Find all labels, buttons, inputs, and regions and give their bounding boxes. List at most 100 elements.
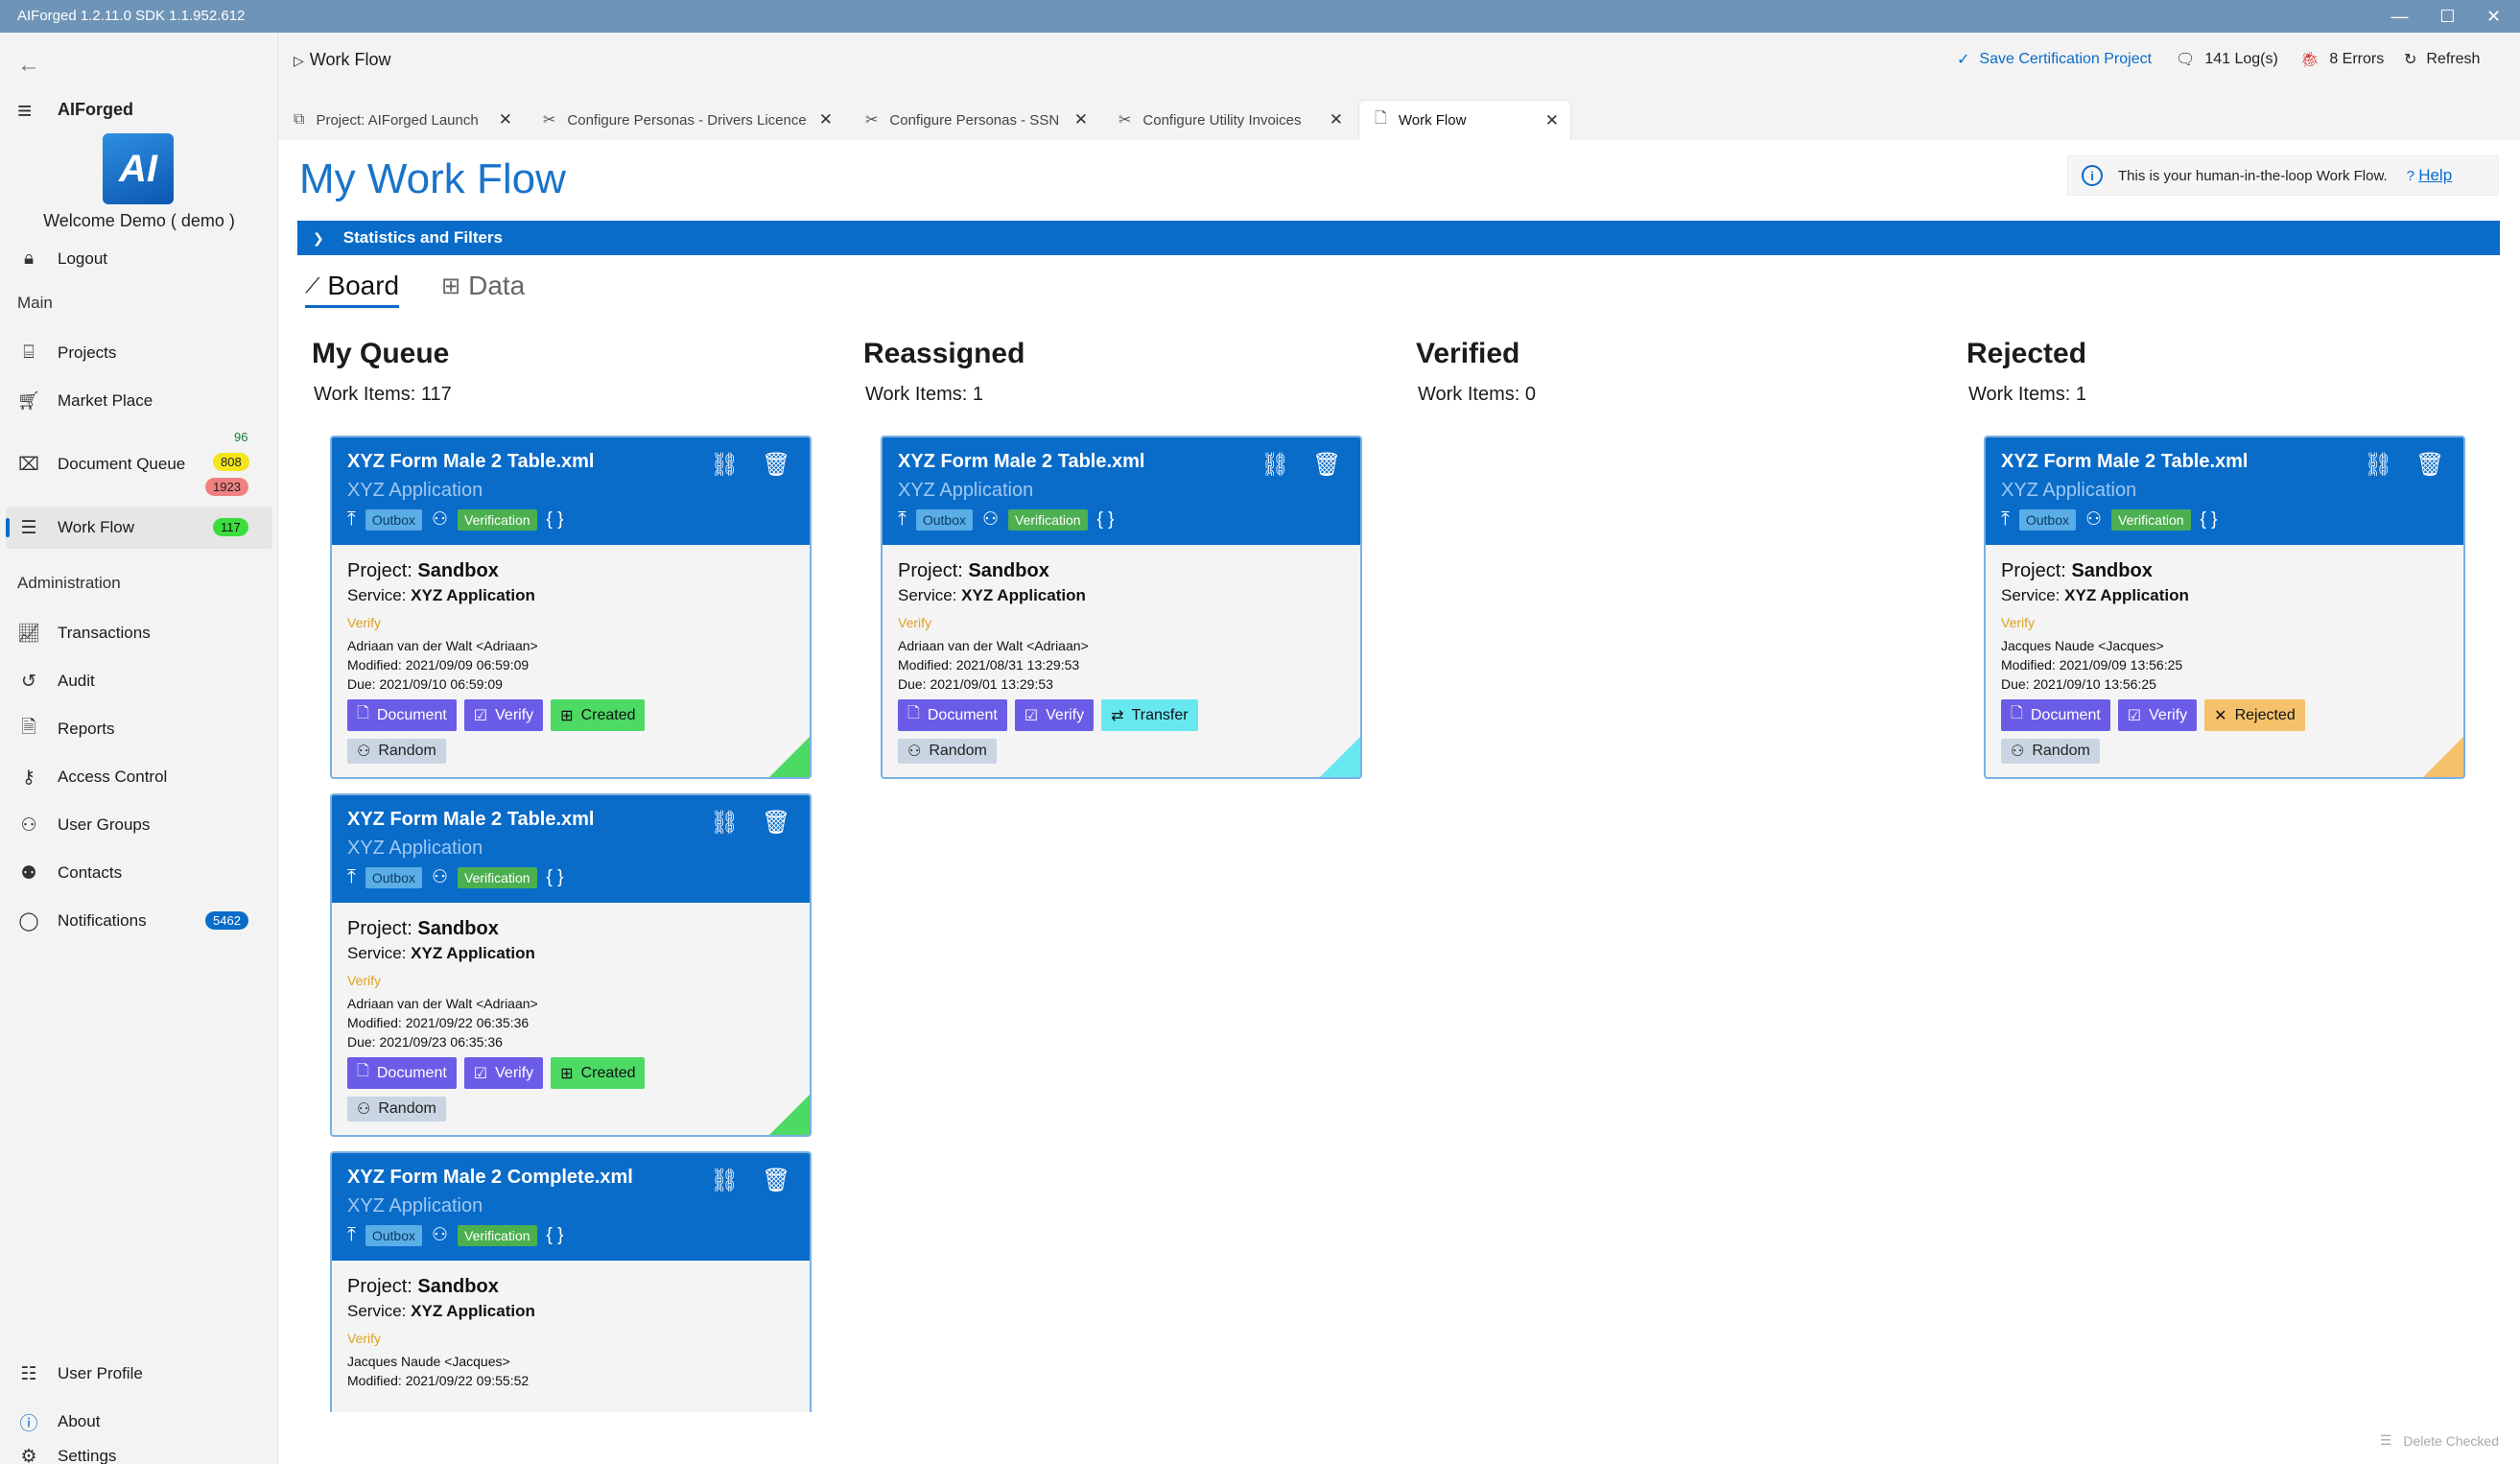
work-item-card[interactable]: XYZ Form Male 2 Table.xml XYZ Applicatio… (330, 436, 812, 779)
close-icon[interactable]: ✕ (498, 110, 512, 129)
link-icon[interactable]: ⛓ (710, 452, 740, 478)
tab-ssn[interactable]: ✂ Configure Personas - SSN ✕ (850, 100, 1099, 140)
card-service: Service: XYZ Application (347, 944, 798, 963)
link-icon[interactable]: ⛓ (710, 810, 740, 836)
help-link[interactable]: ? Help (2406, 166, 2453, 184)
hamburger-menu-icon[interactable]: ≡ (17, 96, 33, 125)
close-icon[interactable]: ✕ (818, 110, 833, 129)
json-braces-icon[interactable]: { } (546, 1224, 564, 1245)
logout-button[interactable]: 🔒︎ Logout (0, 238, 272, 280)
user-icon: ⚇ (2084, 509, 2103, 530)
tab-board[interactable]: ⟋ Board (305, 271, 400, 308)
random-chip[interactable]: ⚇ Random (347, 739, 446, 764)
card-project: Project: Sandbox (347, 1276, 798, 1298)
sidebar-item-reports[interactable]: 🗎︎ Reports (0, 708, 272, 750)
close-icon[interactable]: ✕ (1544, 110, 1559, 130)
verify-chip[interactable]: ☑ Verify (2117, 699, 2198, 731)
save-certification-button[interactable]: ✓ Save Certification Project (1957, 50, 2152, 69)
close-window-button[interactable]: ✕ (2485, 6, 2502, 26)
sidebar-item-transactions[interactable]: 📈︎ Transactions (0, 612, 272, 654)
close-icon[interactable]: ✕ (1329, 110, 1343, 129)
tab-data[interactable]: ⊞ Data (441, 271, 525, 301)
verify-chip[interactable]: ☑ Verify (1014, 699, 1095, 731)
json-braces-icon[interactable]: { } (546, 866, 564, 887)
close-icon[interactable]: ✕ (1073, 110, 1088, 129)
back-arrow-icon[interactable]: ← (17, 52, 40, 78)
sidebar-item-work-flow[interactable]: ☰ Work Flow 117 (6, 507, 272, 549)
json-braces-icon[interactable]: { } (546, 508, 564, 530)
tab-project-launch[interactable]: ⧉ Project: AIForged Launch ✕ (278, 100, 524, 140)
trash-icon[interactable]: 🗑︎ (762, 1168, 791, 1193)
sidebar-item-label: Document Queue (58, 455, 186, 473)
card-header: XYZ Form Male 2 Table.xml XYZ Applicatio… (1986, 437, 2463, 545)
tab-label: Configure Personas - Drivers Licence (567, 111, 807, 129)
random-chip[interactable]: ⚇ Random (898, 739, 997, 764)
errors-button[interactable]: 🐞︎ 8 Errors (2300, 50, 2384, 69)
chip-label: Verify (1046, 706, 1085, 723)
trash-icon[interactable]: 🗑︎ (762, 452, 791, 478)
delete-checked-button[interactable]: ☰ Delete Checked (2380, 1432, 2499, 1449)
header-title-text: Work Flow (309, 50, 391, 69)
trash-icon[interactable]: 🗑︎ (762, 810, 791, 836)
user-icon: ⚇ (431, 867, 449, 887)
random-chip[interactable]: ⚇ Random (347, 1097, 446, 1122)
tab-drivers-licence[interactable]: ✂ Configure Personas - Drivers Licence ✕ (528, 100, 844, 140)
maximize-button[interactable]: ☐ (2439, 6, 2456, 26)
tab-label: Configure Personas - SSN (889, 111, 1060, 129)
work-item-card[interactable]: XYZ Form Male 2 Complete.xml XYZ Applica… (330, 1151, 812, 1412)
sidebar-item-settings[interactable]: ⚙ Settings (0, 1447, 272, 1464)
welcome-text: Welcome Demo ( demo ) (43, 211, 235, 230)
work-item-card[interactable]: XYZ Form Male 2 Table.xml XYZ Applicatio… (330, 793, 812, 1137)
tools-icon: ✂ (865, 112, 879, 129)
statistics-filters-toggle[interactable]: ❯ Statistics and Filters (297, 221, 2500, 255)
sidebar-item-access-control[interactable]: ⚷ Access Control (0, 756, 272, 798)
verify-chip[interactable]: ☑ Verify (463, 699, 544, 731)
sidebar-item-label: Settings (58, 1447, 117, 1464)
tab-label: Project: AIForged Launch (316, 111, 479, 129)
sidebar-item-document-queue[interactable]: ⌧ Document Queue (0, 443, 272, 485)
json-braces-icon[interactable]: { } (2200, 508, 2218, 530)
document-chip[interactable]: 🗋︎ Document (347, 1057, 457, 1089)
sidebar-item-user-profile[interactable]: ☷ User Profile (0, 1353, 272, 1395)
card-project: Project: Sandbox (898, 560, 1349, 582)
app-name: AIForged (58, 100, 133, 119)
work-item-card[interactable]: XYZ Form Male 2 Table.xml XYZ Applicatio… (881, 436, 1362, 779)
card-tag-row: ⤒ Outbox ⚇ Verification { } (898, 508, 1115, 531)
sidebar-item-projects[interactable]: ⌸ Projects (0, 332, 272, 374)
chip-label: Document (927, 706, 998, 723)
card-header: XYZ Form Male 2 Table.xml XYZ Applicatio… (883, 437, 1360, 545)
document-chip[interactable]: 🗋︎ Document (898, 699, 1007, 731)
refresh-button[interactable]: ↻ Refresh (2404, 50, 2480, 69)
sidebar-item-contacts[interactable]: ⚉ Contacts (0, 852, 272, 894)
link-icon[interactable]: ⛓ (2364, 452, 2393, 478)
board-label: Board (327, 271, 400, 300)
work-item-card[interactable]: XYZ Form Male 2 Table.xml XYZ Applicatio… (1984, 436, 2465, 779)
info-icon: i (2082, 165, 2103, 186)
verify-chip[interactable]: ☑ Verify (463, 1057, 544, 1089)
json-braces-icon[interactable]: { } (1096, 508, 1115, 530)
chip-label: Random (378, 1100, 436, 1117)
logs-button[interactable]: 🗨︎ 141 Log(s) (2176, 50, 2278, 69)
trash-icon[interactable]: 🗑︎ (2415, 452, 2445, 478)
card-title: XYZ Form Male 2 Complete.xml (347, 1167, 633, 1188)
sidebar-item-user-groups[interactable]: ⚇ User Groups (0, 804, 272, 846)
chip-label: Document (376, 1064, 447, 1081)
document-chip[interactable]: 🗋︎ Document (2001, 699, 2110, 731)
sidebar-item-notifications[interactable]: ◯ Notifications 5462 (0, 900, 272, 942)
outbox-tag: Outbox (915, 508, 973, 531)
trash-icon[interactable]: 🗑︎ (1312, 452, 1342, 478)
document-chip[interactable]: 🗋︎ Document (347, 699, 457, 731)
sidebar-item-market-place[interactable]: 🛒︎ Market Place (0, 380, 272, 422)
link-icon[interactable]: ⛓ (1260, 452, 1290, 478)
link-icon[interactable]: ⛓ (710, 1168, 740, 1193)
card-modified: Modified: 2021/09/22 09:55:52 (347, 1373, 530, 1388)
minimize-button[interactable]: — (2390, 6, 2409, 26)
lock-icon: 🔒︎ (23, 248, 35, 269)
tab-utility-invoices[interactable]: ✂ Configure Utility Invoices ✕ (1103, 100, 1354, 140)
sidebar-item-about[interactable]: ⓘ About (0, 1401, 272, 1443)
random-chip[interactable]: ⚇ Random (2001, 739, 2100, 764)
card-chips: 🗋︎ Document ☑ Verify ⊞ Created (347, 1057, 798, 1089)
column-count-rejected: Work Items: 1 (1968, 384, 2086, 405)
tab-work-flow[interactable]: 🗋︎ Work Flow ✕ (1358, 100, 1571, 140)
sidebar-item-audit[interactable]: ↺ Audit (0, 660, 272, 702)
